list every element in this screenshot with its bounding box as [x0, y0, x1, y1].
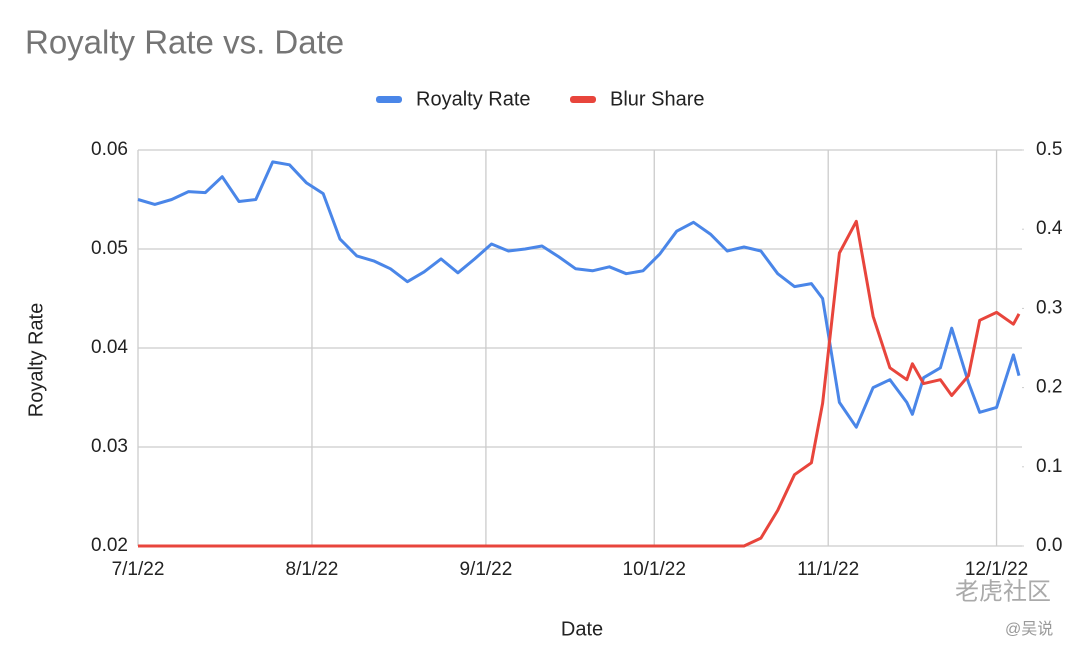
y-axis-label: Royalty Rate: [25, 303, 47, 418]
y2-tick-label: 0.4: [1036, 218, 1063, 239]
line-series: [138, 219, 1021, 548]
y-tick-label: 0.02: [91, 535, 128, 556]
line-series: [137, 160, 1021, 429]
watermark: 老虎社区: [955, 578, 1051, 605]
x-tick-label: 7/1/22: [112, 559, 165, 580]
y-tick-label: 0.05: [91, 238, 128, 259]
x-tick-label: 12/1/22: [965, 559, 1028, 580]
y-tick-label: 0.03: [91, 436, 128, 457]
x-tick-label: 8/1/22: [286, 559, 339, 580]
y2-tick-label: 0.3: [1036, 297, 1062, 318]
legend-swatch: [376, 96, 402, 103]
x-tick-label: 11/1/22: [797, 559, 859, 580]
legend-swatch: [570, 96, 596, 103]
x-tick-label: 10/1/22: [623, 559, 686, 580]
legend-label: Blur Share: [610, 88, 705, 110]
y-tick-label: 0.06: [91, 139, 128, 160]
y2-tick-label: 0.1: [1036, 456, 1062, 477]
y2-tick-label: 0.2: [1036, 377, 1062, 398]
x-axis-label: Date: [561, 618, 603, 640]
y2-tick-label: 0.5: [1036, 139, 1062, 160]
y-tick-label: 0.04: [91, 337, 128, 358]
y2-tick-label: 0.0: [1036, 535, 1062, 556]
watermark: @吴说: [1005, 620, 1053, 638]
legend-label: Royalty Rate: [416, 88, 531, 110]
chart-title: Royalty Rate vs. Date: [25, 24, 344, 61]
x-tick-label: 9/1/22: [459, 559, 512, 580]
